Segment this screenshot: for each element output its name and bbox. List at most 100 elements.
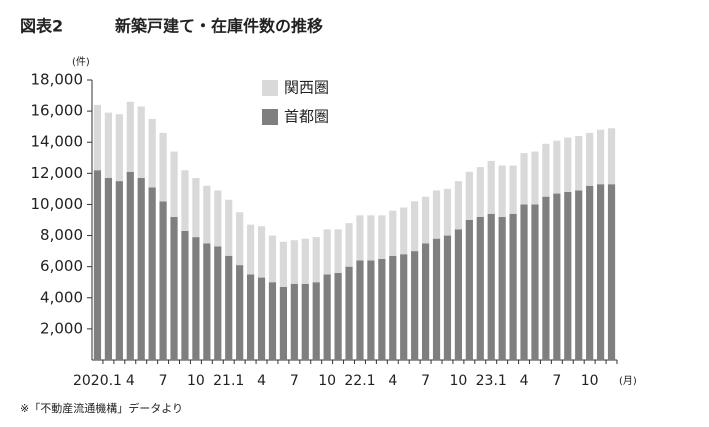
x-tick-label: 21.1 [213,373,244,389]
bar-segment [93,104,102,171]
x-tick-label: 7 [159,373,168,389]
y-tick-label: 16,000 [31,102,84,120]
x-tick-label: 10 [187,373,205,389]
bar-segment [214,190,222,247]
bar-segment [104,178,113,360]
bar-segment [465,220,473,360]
bar-segment [312,282,320,360]
bar-segment [203,243,211,360]
bar-segment [476,167,484,217]
bar-segment [126,171,134,360]
y-tick-label: 18,000 [31,71,84,89]
bar-segment [509,165,517,214]
bar-segment [607,184,616,360]
legend-label: 関西圏 [284,79,329,97]
bar-segment [389,210,397,256]
bar-segment [301,283,309,360]
bar-segment [246,224,255,275]
bar-segment [542,196,550,360]
bar-segment [192,178,200,238]
legend-swatch [262,80,278,96]
bar-segment [476,216,484,360]
bar-segment [334,272,342,360]
bar-segment [553,140,561,194]
legend-swatch [262,109,278,125]
bar-segment [596,184,605,360]
bar-segment [378,215,386,259]
bar-segment [203,185,211,244]
bar-segment [520,204,528,360]
x-tick-label: 22.1 [344,373,375,389]
y-unit: (件) [72,56,90,68]
bar-segment [246,274,255,360]
x-tick-label: 7 [421,373,430,389]
x-tick-label: 10 [581,373,599,389]
bar-segment [137,106,145,178]
x-unit: (月) [619,375,637,387]
bar-segment [498,216,506,360]
chart-title: 新築戸建て・在庫件数の推移 [115,17,323,36]
x-tick-label: 7 [290,373,299,389]
y-tick-label: 8,000 [40,226,83,244]
bar-segment [443,235,452,360]
bar-segment [421,196,430,244]
bar-segment [454,181,463,230]
bar-segment [268,282,277,360]
bar-segment [236,212,244,266]
bar-segment [432,238,441,360]
bar-segment [345,223,353,267]
bar-segment [93,170,102,360]
bar-segment [400,254,408,360]
bar-segment [236,265,244,360]
bar-segment [389,255,397,360]
bar-segment [225,199,233,256]
y-tick-label: 6,000 [40,257,83,275]
bar-segment [356,215,364,261]
bar-segment [170,151,178,217]
bar-segment [181,170,189,231]
bar-segment [104,112,113,178]
bar-segment [367,260,375,360]
bar-segment [411,251,419,360]
bar-segment [400,207,408,255]
bar-segment [290,283,298,360]
bar-segment [443,188,452,236]
bar-segment [214,246,222,360]
bar-segment [465,171,473,220]
figure-label: 図表2 [20,17,63,36]
x-tick-label: 4 [388,373,397,389]
bar-segment [487,160,495,214]
bar-segment [148,187,156,360]
bar-segment [553,193,561,360]
bar-segment [575,136,583,191]
bar-segment [115,181,123,360]
bar-segment [345,266,353,360]
bar-segment [498,165,506,217]
bar-segment [531,151,539,205]
bar-segment [323,229,331,275]
bar-segment [586,185,594,360]
bar-segment [159,132,167,202]
bar-segment [575,190,583,360]
bar-segment [531,204,539,360]
y-tick-label: 2,000 [40,319,83,337]
bar-segment [607,128,616,185]
bar-segment [181,230,189,360]
note: ※「不動産流通機構」データより [20,401,183,415]
bar-segment [564,192,572,360]
bar-segment [520,153,528,205]
x-tick-label: 4 [257,373,266,389]
bar-segment [257,277,266,360]
bar-segment [378,258,386,360]
bar-segment [367,215,375,261]
x-tick-label: 23.1 [476,373,507,389]
x-tick-label: 7 [552,373,561,389]
x-tick-label: 2020.1 [73,373,122,389]
bar-segment [279,241,288,287]
bar-segment [257,226,266,278]
x-tick-label: 4 [520,373,529,389]
bar-segment [323,274,331,360]
bar-segment [137,178,145,360]
